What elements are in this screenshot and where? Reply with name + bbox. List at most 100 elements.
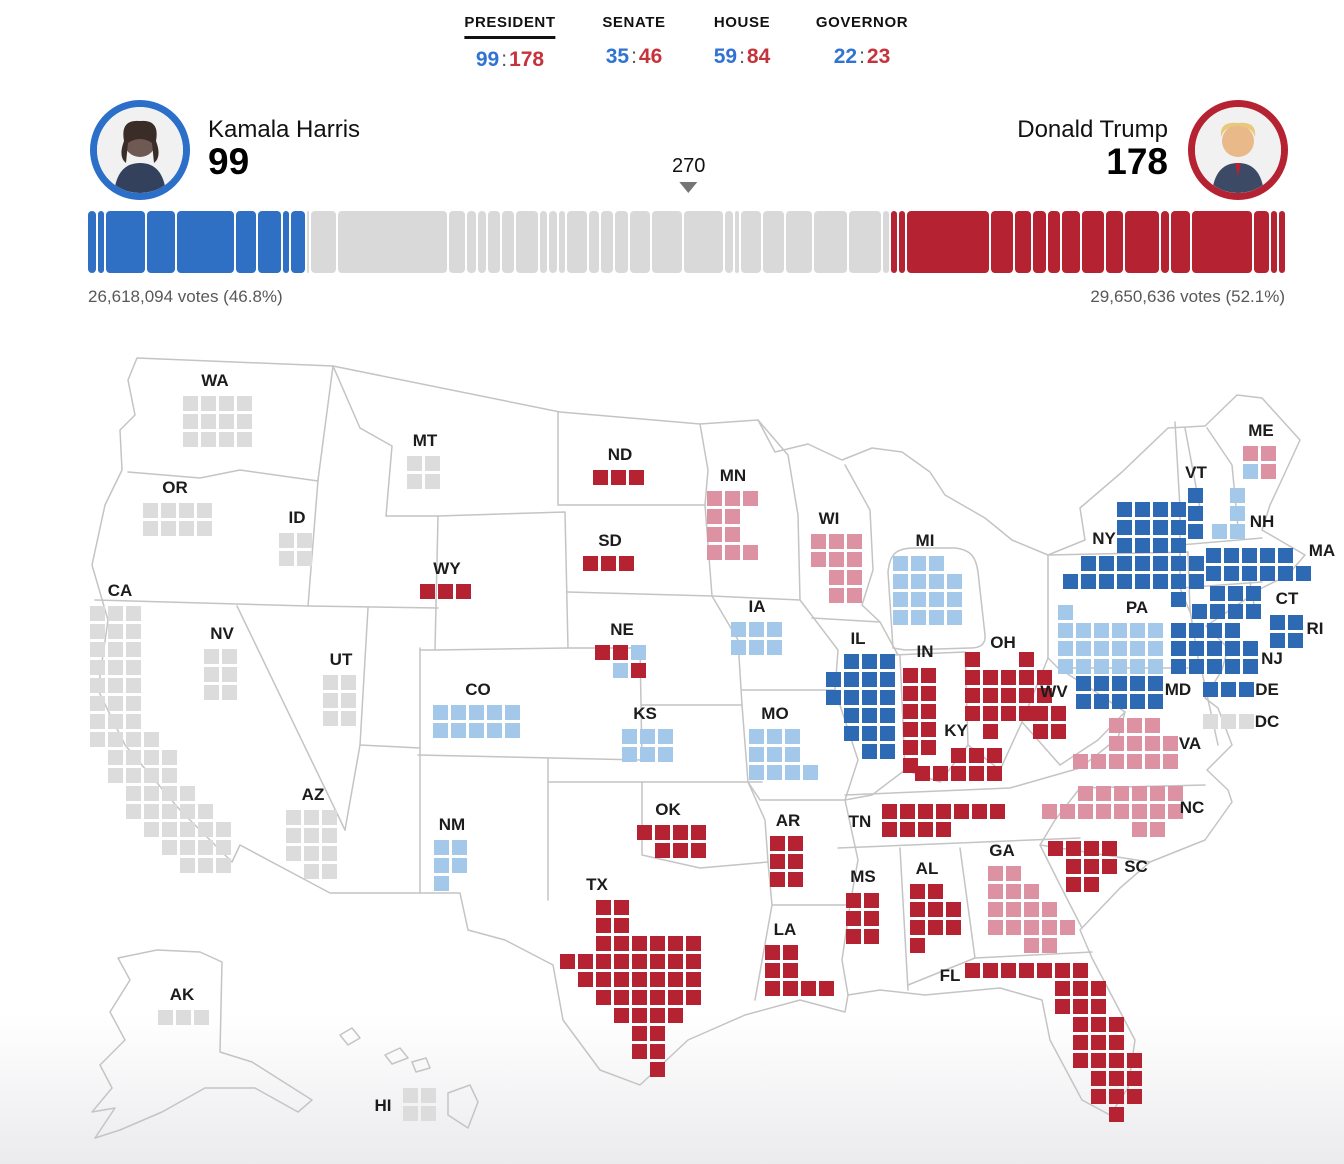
ev-cell-OH [965,670,980,685]
ev-cell-IN [903,722,918,737]
tab-senate[interactable]: SENATE 35:46 [602,14,665,69]
ev-bar-segment-undecided[interactable] [763,211,784,273]
ev-bar-segment-undecided[interactable] [540,211,547,273]
ev-cell-CA [126,624,141,639]
ev-bar-segment-undecided[interactable] [814,211,847,273]
ev-bar-segment-undecided[interactable] [615,211,628,273]
ev-bar-segment-rep[interactable] [1254,211,1269,273]
ev-bar-segment-undecided[interactable] [548,211,557,273]
ev-cell-CA [216,858,231,873]
ev-bar-segment-rep[interactable] [899,211,906,273]
ev-cell-CA [108,768,123,783]
ev-cell-OR [143,521,158,536]
ev-bar-segment-dem[interactable] [146,211,176,273]
ev-cell-MA [1296,566,1311,581]
ev-bar-segment-rep[interactable] [1278,211,1285,273]
ev-cell-ME [1261,464,1276,479]
ev-cell-OH [1001,670,1016,685]
ev-bar-segment-undecided[interactable] [589,211,600,273]
ev-bar-segment-dem[interactable] [236,211,257,273]
ev-cell-PA [1130,659,1145,674]
ev-bar-segment-rep[interactable] [907,211,989,273]
ev-bar-segment-rep[interactable] [1015,211,1032,273]
ev-bar-segment-rep[interactable] [1081,211,1105,273]
ev-bar-segment-undecided[interactable] [311,211,336,273]
ev-bar-segment-rep[interactable] [1124,211,1160,273]
ev-bar-segment-dem[interactable] [282,211,289,273]
state-label-MO: MO [761,704,789,723]
ev-cell-NC [1042,804,1057,819]
ev-cell-TN [918,804,933,819]
ev-bar-segment-undecided[interactable] [307,211,310,273]
ev-bar-segment-rep[interactable] [1191,211,1253,273]
ev-cell-NJ [1207,659,1222,674]
ev-bar-segment-rep[interactable] [1106,211,1123,273]
ev-cell-NV [204,667,219,682]
ev-bar-segment-undecided[interactable] [785,211,813,273]
ev-cell-MI [929,574,944,589]
ev-cell-CA [126,642,141,657]
ev-bar-segment-rep[interactable] [990,211,1014,273]
ev-bar-segment-undecided[interactable] [487,211,500,273]
ev-cell-FL [1091,1017,1106,1032]
ev-bar-segment-undecided[interactable] [684,211,723,273]
ev-bar-segment-undecided[interactable] [883,211,890,273]
ev-cell-LA [765,963,780,978]
ev-cell-NY [1117,538,1132,553]
ev-cell-NY [1117,502,1132,517]
ev-cell-NY [1135,502,1150,517]
ev-cell-CA [90,642,105,657]
ev-cell-WY [438,584,453,599]
ev-bar-segment-undecided[interactable] [735,211,740,273]
ev-cell-MN [743,545,758,560]
tab-president[interactable]: PRESIDENT 99:178 [464,14,556,72]
ev-cell-NY [1117,556,1132,571]
ev-cell-TX [614,1008,629,1023]
ev-bar-segment-undecided[interactable] [558,211,565,273]
ev-bar-segment-dem[interactable] [290,211,306,273]
ev-bar-segment-undecided[interactable] [467,211,476,273]
ev-bar-segment-undecided[interactable] [741,211,762,273]
ev-bar-segment-rep[interactable] [891,211,898,273]
ev-bar-segment-undecided[interactable] [566,211,588,273]
state-label-NM: NM [438,815,466,834]
ev-bar-segment-undecided[interactable] [724,211,734,273]
ev-bar-segment-dem[interactable] [177,211,235,273]
ev-bar-segment-undecided[interactable] [651,211,683,273]
ev-cell-AR [788,854,803,869]
ev-bar-segment-undecided[interactable] [449,211,466,273]
ev-cell-TX [614,972,629,987]
ev-bar-segment-dem[interactable] [98,211,105,273]
ev-bar-segment-rep[interactable] [1033,211,1046,273]
ev-bar-segment-undecided[interactable] [601,211,614,273]
tab-house[interactable]: HOUSE 59:84 [714,14,771,69]
ev-cell-GA [1024,884,1039,899]
ev-bar-segment-rep[interactable] [1061,211,1080,273]
ev-cell-VA [1091,754,1106,769]
ev-cell-FL [1073,1035,1088,1050]
tab-governor[interactable]: GOVERNOR 22:23 [816,14,908,69]
ev-bar-segment-undecided[interactable] [501,211,515,273]
ev-cell-IA [767,640,782,655]
ev-bar-segment-undecided[interactable] [848,211,882,273]
ev-cell-KY [915,766,930,781]
ev-cell-KS [658,729,673,744]
ev-cell-CO [469,723,484,738]
ev-bar-segment-dem[interactable] [258,211,281,273]
ev-cell-MI [929,556,944,571]
ev-bar-segment-dem[interactable] [88,211,97,273]
ev-bar-segment-rep[interactable] [1047,211,1060,273]
ev-bar-segment-rep[interactable] [1270,211,1277,273]
ev-cell-VT [1188,488,1203,503]
ev-bar-segment-undecided[interactable] [477,211,486,273]
ev-cell-AR [788,872,803,887]
ev-bar-segment-undecided[interactable] [516,211,539,273]
ev-bar-segment-rep[interactable] [1161,211,1170,273]
ev-bar-segment-dem[interactable] [106,211,145,273]
state-label-WV: WV [1040,682,1068,701]
ev-bar-segment-undecided[interactable] [629,211,650,273]
ev-cell-TX [578,972,593,987]
ev-bar-segment-undecided[interactable] [337,211,448,273]
ev-bar-segment-rep[interactable] [1171,211,1190,273]
ev-cell-OR [161,521,176,536]
